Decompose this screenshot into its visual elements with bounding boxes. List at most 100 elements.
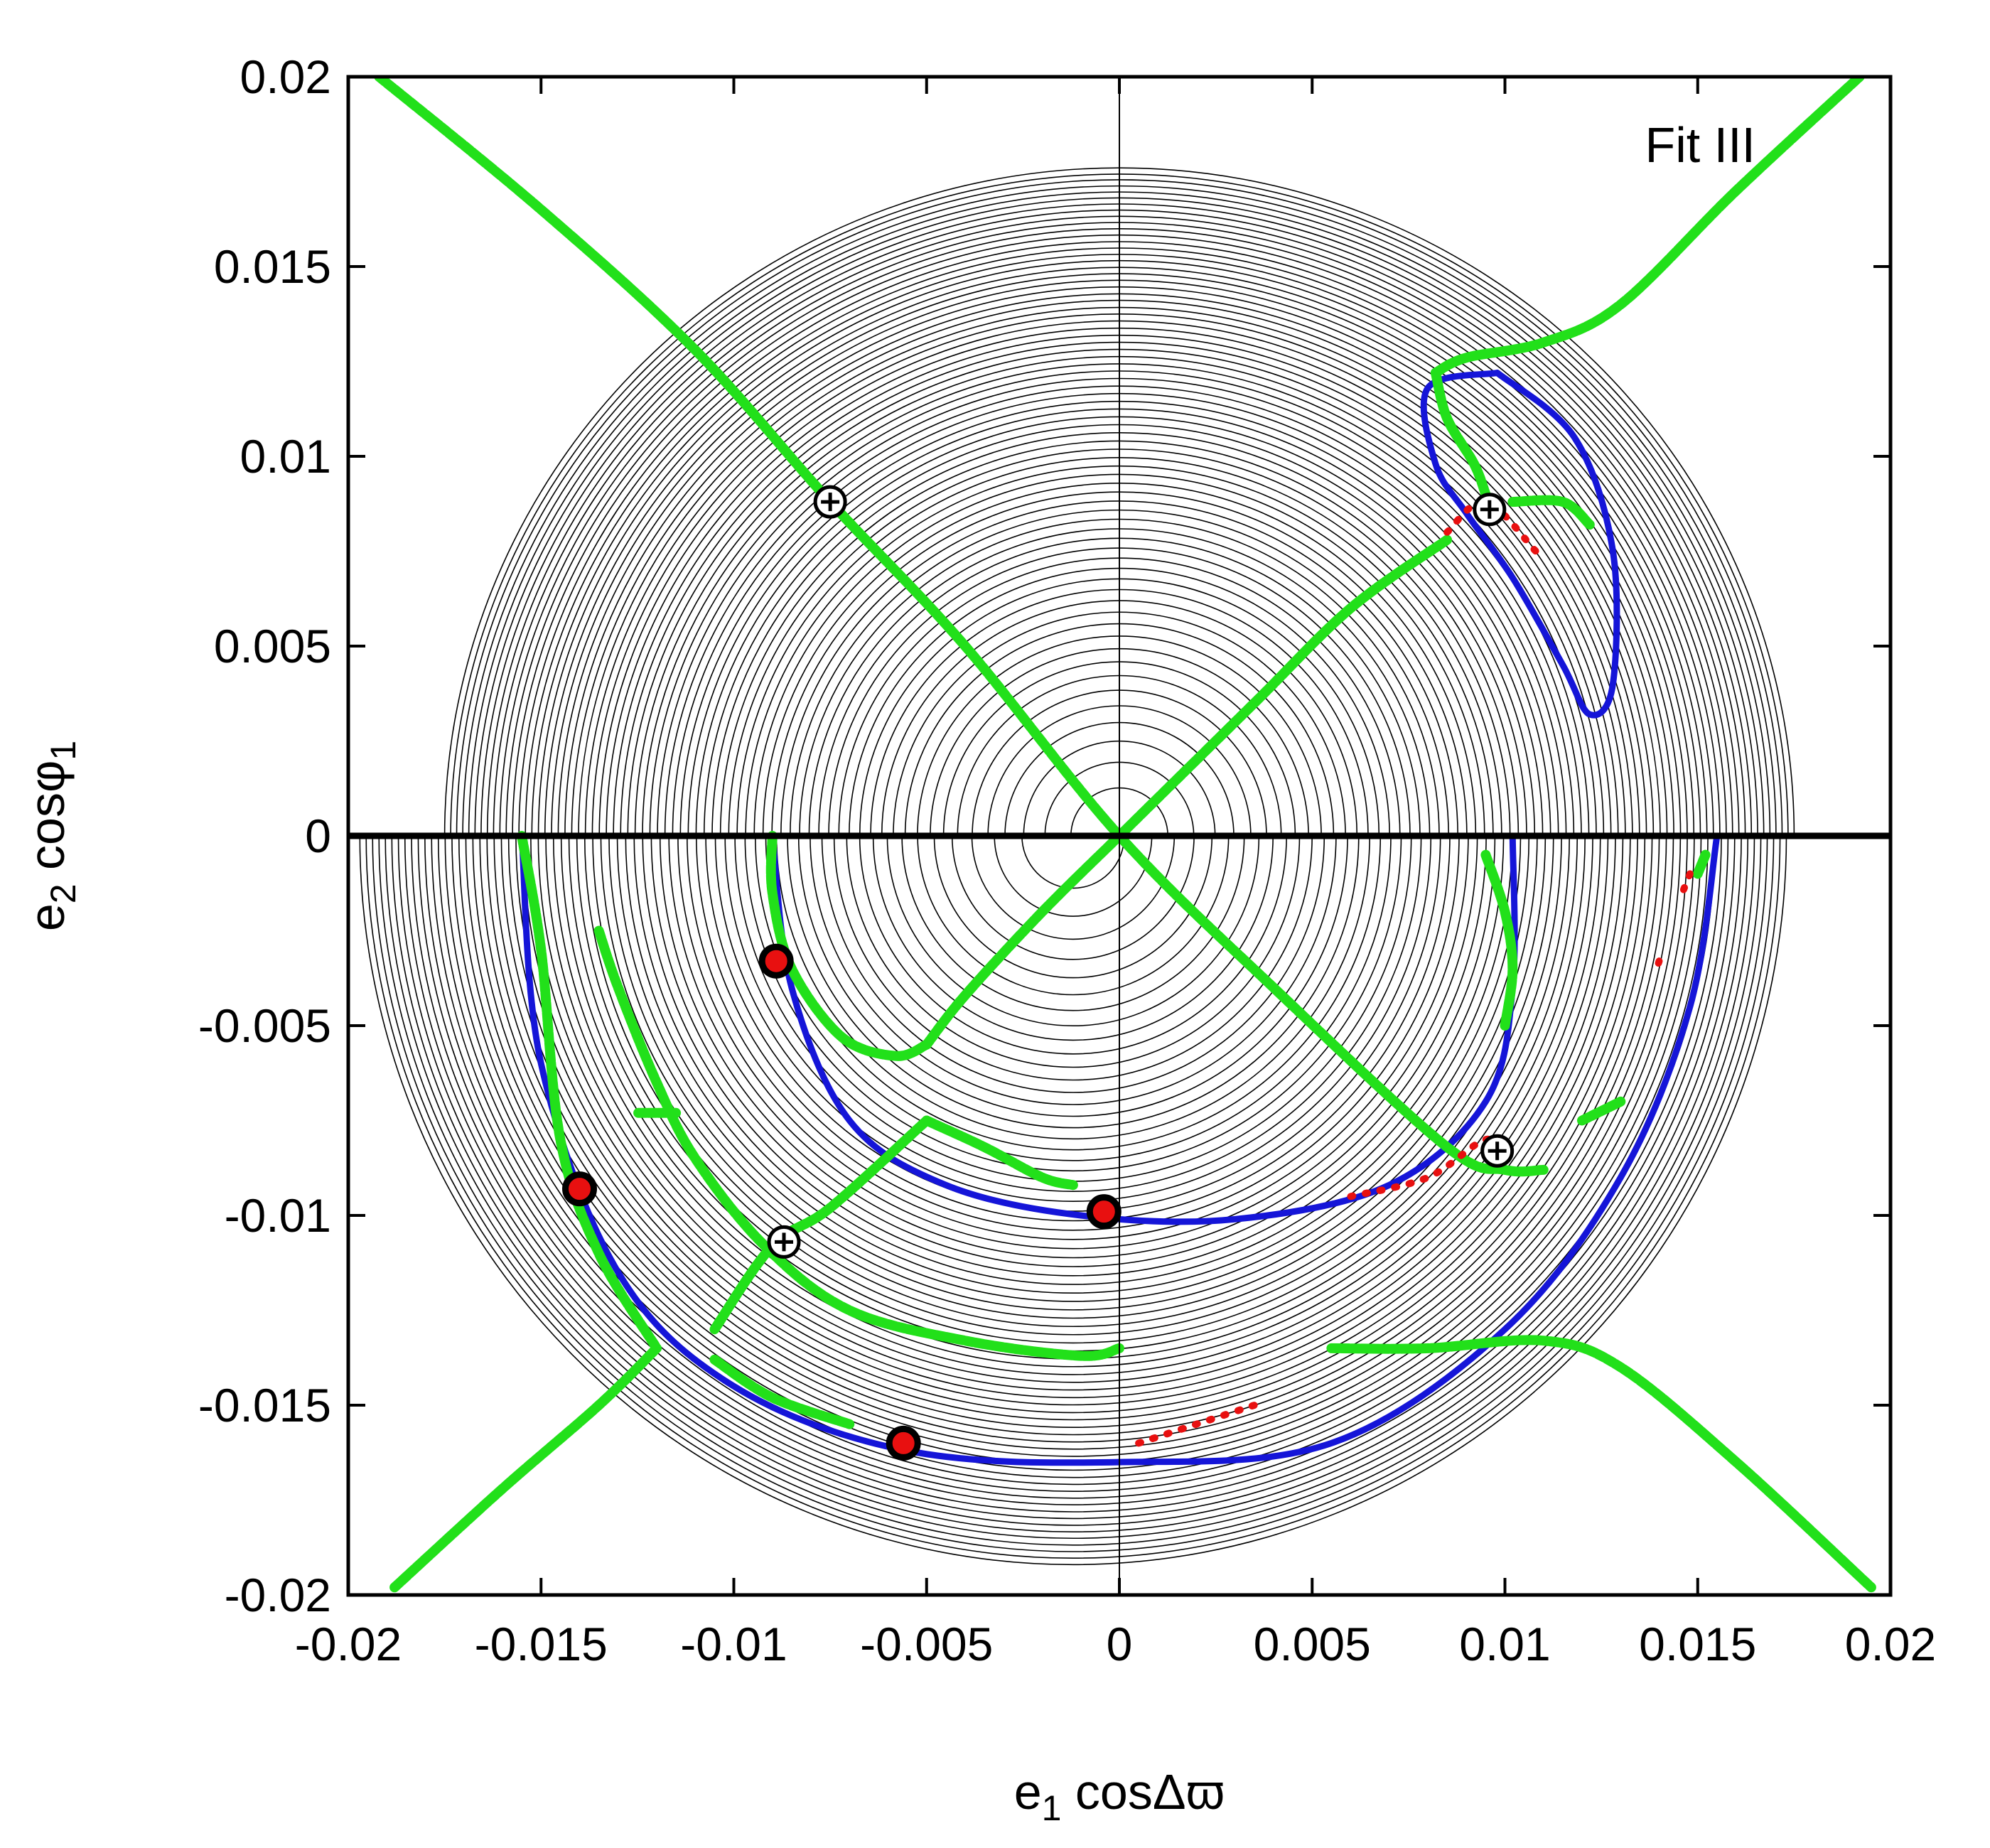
contour-line	[846, 835, 1301, 1068]
contour-line	[677, 835, 1469, 1240]
contour-line	[444, 835, 1702, 1478]
green-curve	[709, 1115, 932, 1335]
axes: -0.02 -0.015 -0.01 -0.005 0 0.005 0.01 0.015 0.0…	[198, 50, 1936, 1670]
contour-line	[650, 835, 1496, 1268]
green-curve	[709, 1354, 855, 1429]
contour-line	[500, 835, 1646, 1421]
y-tick-label: 0.02	[240, 50, 331, 103]
contour-line	[616, 835, 1530, 1302]
red-curve	[1679, 870, 1694, 897]
contour-line	[744, 835, 1402, 1172]
contour-line	[537, 835, 1609, 1383]
red-curve	[1443, 498, 1539, 555]
green-curve	[1692, 849, 1711, 879]
contour-line	[465, 835, 1682, 1457]
contour-line	[583, 835, 1562, 1336]
contour-line	[431, 835, 1716, 1492]
equilibrium-markers	[562, 485, 1515, 1461]
x-tick-label: 0	[1107, 1618, 1133, 1670]
fit-annotation: Fit III	[1645, 117, 1755, 173]
x-tick-label: -0.015	[475, 1618, 608, 1670]
contour-line	[787, 835, 1360, 1129]
blue-curve	[1420, 370, 1620, 719]
contour-line	[372, 835, 1775, 1552]
contour-line	[833, 835, 1313, 1081]
x-tick-label: -0.01	[680, 1618, 787, 1670]
contour-line	[696, 835, 1451, 1222]
contour-line	[872, 835, 1274, 1041]
contour-line	[608, 835, 1538, 1311]
contour-line	[404, 835, 1742, 1520]
saddle-point-marker	[767, 1225, 801, 1259]
contour-line	[437, 835, 1709, 1486]
x-tick-label: 0.01	[1459, 1618, 1550, 1670]
contour-line	[472, 835, 1674, 1450]
stable-point-marker	[562, 1171, 597, 1207]
green-curve	[1430, 367, 1491, 500]
contour-line	[522, 835, 1624, 1399]
contour-line	[625, 835, 1522, 1294]
blue-curve	[769, 832, 1518, 1225]
contour-line	[917, 835, 1230, 996]
y-tick-label: -0.005	[198, 999, 331, 1052]
green-curve	[593, 925, 1124, 1361]
saddle-point-marker	[1473, 493, 1507, 527]
y-tick-label: -0.015	[198, 1379, 331, 1431]
y-tick-label: 0.015	[214, 240, 331, 293]
red-curve	[1652, 957, 1663, 977]
contour-line	[451, 835, 1695, 1471]
contour-line	[633, 835, 1513, 1285]
y-tick-label: -0.01	[225, 1189, 331, 1242]
contour-line	[378, 835, 1768, 1546]
x-axis-label-main: e	[1014, 1764, 1042, 1820]
contour-line	[724, 835, 1422, 1192]
green-curve	[1326, 1335, 1876, 1593]
red-curve	[1135, 1402, 1258, 1447]
contour-line	[545, 835, 1601, 1375]
contour-line	[668, 835, 1478, 1250]
trajectory-curves	[374, 77, 1876, 1593]
green-curve	[517, 831, 662, 1353]
contour-line	[576, 835, 1570, 1344]
contour-line	[391, 835, 1755, 1532]
x-tick-label: 0.005	[1254, 1618, 1371, 1670]
green-curve	[921, 1115, 1078, 1191]
contour-line	[951, 835, 1195, 960]
y-tick-label: -0.02	[225, 1569, 331, 1621]
contour-line	[359, 835, 1787, 1566]
contour-line	[714, 835, 1432, 1202]
contour-line	[417, 835, 1729, 1506]
contour-line	[600, 835, 1547, 1319]
y-tick-label: 0.005	[214, 620, 331, 672]
x-tick-label: 0.02	[1845, 1618, 1936, 1670]
y-axis-label-main: e	[19, 903, 75, 931]
contour-line	[397, 835, 1749, 1526]
y-axis-label-sub: 2	[43, 883, 83, 903]
contour-line	[705, 835, 1441, 1212]
y-tick-label: 0.01	[240, 430, 331, 483]
green-curve	[374, 77, 1549, 1177]
contour-line	[886, 835, 1260, 1026]
contour-line	[859, 835, 1287, 1055]
green-curve	[389, 1343, 662, 1593]
contour-line	[797, 835, 1348, 1117]
contour-line	[384, 835, 1762, 1540]
green-curve	[1577, 1096, 1626, 1126]
x-axis-label-sub: 1	[1042, 1788, 1062, 1828]
y-axis-label: e2 cosφ1	[19, 741, 83, 931]
x-tick-label: -0.02	[295, 1618, 402, 1670]
contour-line	[552, 835, 1593, 1368]
contour-line	[994, 835, 1153, 917]
y-axis-label-rest: cosφ	[19, 761, 75, 884]
x-tick-label: -0.005	[860, 1618, 993, 1670]
contour-line	[530, 835, 1616, 1391]
stable-point-marker	[758, 943, 794, 979]
contour-line	[424, 835, 1722, 1499]
contour-line	[775, 835, 1370, 1140]
contour-line	[642, 835, 1505, 1277]
stable-point-marker	[1086, 1194, 1122, 1230]
contour-line	[687, 835, 1460, 1231]
green-curve	[1430, 77, 1865, 378]
contour-line	[901, 835, 1245, 1011]
